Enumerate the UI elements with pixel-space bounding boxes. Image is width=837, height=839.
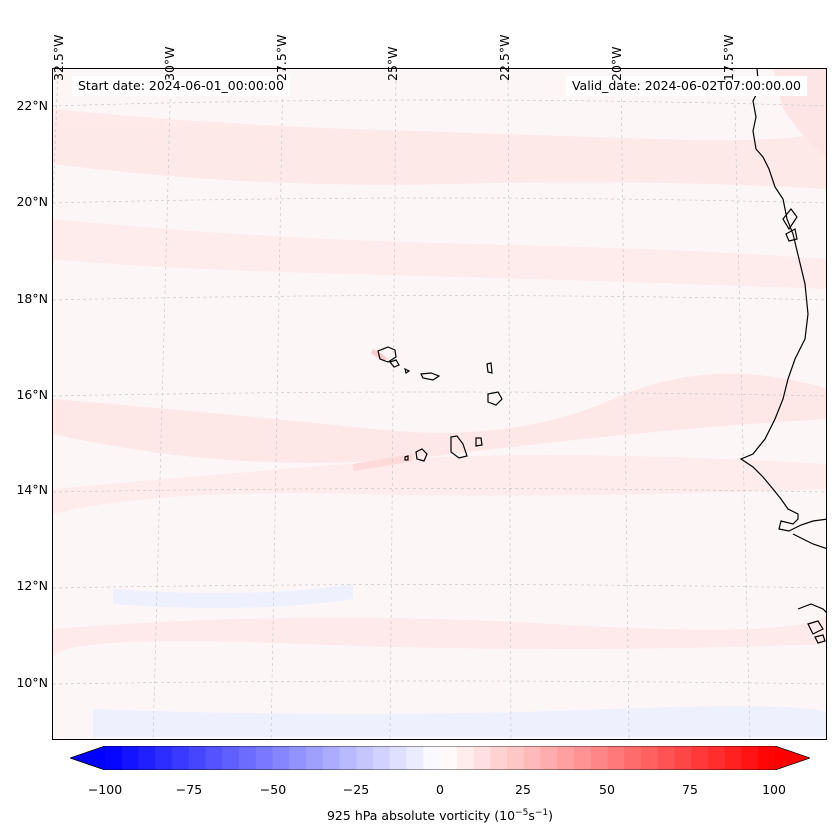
colorbar-tick-label: 0 — [436, 782, 444, 797]
colorbar-segment — [121, 746, 139, 770]
lon-label-25w: 25°W — [385, 46, 400, 81]
vorticity-map — [53, 69, 826, 739]
lat-label-22n: 22°N — [16, 98, 48, 113]
valid-date-label: Valid_date: 2024-06-02T07:00:00.00 — [565, 76, 807, 96]
colorbar-segment — [205, 746, 223, 770]
colorbar-segment — [255, 746, 273, 770]
colorbar-segment — [708, 746, 726, 770]
colorbar-segment — [306, 746, 324, 770]
colorbar-segment — [440, 746, 458, 770]
colorbar-segment — [674, 746, 692, 770]
colorbar-segment — [590, 746, 608, 770]
colorbar-segment — [423, 746, 441, 770]
colorbar-segment — [105, 746, 123, 770]
colorbar-segment — [691, 746, 709, 770]
africa-coastline — [739, 69, 826, 644]
colorbar-tick-label: −50 — [259, 782, 287, 797]
vorticity-field — [53, 69, 826, 737]
map-panel — [52, 68, 827, 740]
colorbar-segment — [490, 746, 508, 770]
colorbar-segment — [138, 746, 156, 770]
colorbar-tick-label: 25 — [515, 782, 531, 797]
lat-label-20n: 20°N — [16, 194, 48, 209]
colorbar-segment — [507, 746, 525, 770]
colorbar-tick-label: 75 — [682, 782, 698, 797]
lon-label-17-5w: 17.5°W — [721, 34, 736, 81]
colorbar-tick-label: 100 — [762, 782, 786, 797]
colorbar-segment — [289, 746, 307, 770]
lon-label-20w: 20°W — [609, 46, 624, 81]
colorbar-segment — [473, 746, 491, 770]
colorbar-tick-label: −25 — [342, 782, 370, 797]
colorbar-segment — [239, 746, 257, 770]
colorbar-segment — [339, 746, 357, 770]
colorbar-segment — [272, 746, 290, 770]
lat-label-10n: 10°N — [16, 675, 48, 690]
colorbar-segment — [523, 746, 541, 770]
colorbar-label: 925 hPa absolute vorticity (10−5s−1) — [0, 808, 837, 823]
colorbar-segment — [322, 746, 340, 770]
colorbar-segment — [356, 746, 374, 770]
colorbar-segment — [574, 746, 592, 770]
colorbar-segment — [607, 746, 625, 770]
lon-label-32-5w: 32.5°W — [51, 34, 66, 81]
lat-label-16n: 16°N — [16, 387, 48, 402]
colorbar-label-unit: s — [528, 808, 535, 824]
colorbar-segment — [724, 746, 742, 770]
colorbar-segment — [456, 746, 474, 770]
colorbar-segment — [657, 746, 675, 770]
colorbar-segment — [758, 746, 776, 770]
lon-label-27-5w: 27.5°W — [274, 34, 289, 81]
colorbar-tick-label: 50 — [599, 782, 615, 797]
cape-verde-islands — [377, 346, 503, 462]
colorbar-tick-label: −100 — [87, 782, 123, 797]
colorbar-segment — [172, 746, 190, 770]
lat-label-18n: 18°N — [16, 291, 48, 306]
colorbar-extend-low — [70, 746, 105, 770]
colorbar-segment — [624, 746, 642, 770]
colorbar — [70, 746, 810, 770]
colorbar-segment — [373, 746, 391, 770]
colorbar-extend-high — [775, 746, 810, 770]
colorbar-label-exponent: −1 — [534, 808, 549, 818]
colorbar-segment — [389, 746, 407, 770]
lat-label-14n: 14°N — [16, 482, 48, 497]
colorbar-segment — [222, 746, 240, 770]
colorbar-label-text: 925 hPa absolute vorticity (10 — [326, 808, 516, 824]
colorbar-segment — [641, 746, 659, 770]
colorbar-label-close: ) — [548, 808, 553, 824]
colorbar-segment — [188, 746, 206, 770]
colorbar-segment — [406, 746, 424, 770]
colorbar-segment — [155, 746, 173, 770]
gridlines — [53, 69, 826, 739]
colorbar-segment — [741, 746, 759, 770]
lat-label-12n: 12°N — [16, 578, 48, 593]
colorbar-segment — [557, 746, 575, 770]
start-date-label: Start date: 2024-06-01_00:00:00 — [72, 76, 290, 96]
colorbar-segment — [540, 746, 558, 770]
lon-label-22-5w: 22.5°W — [497, 34, 512, 81]
colorbar-label-exponent: −5 — [515, 808, 529, 818]
lon-label-30w: 30°W — [162, 46, 177, 81]
colorbar-tick-label: −75 — [175, 782, 203, 797]
